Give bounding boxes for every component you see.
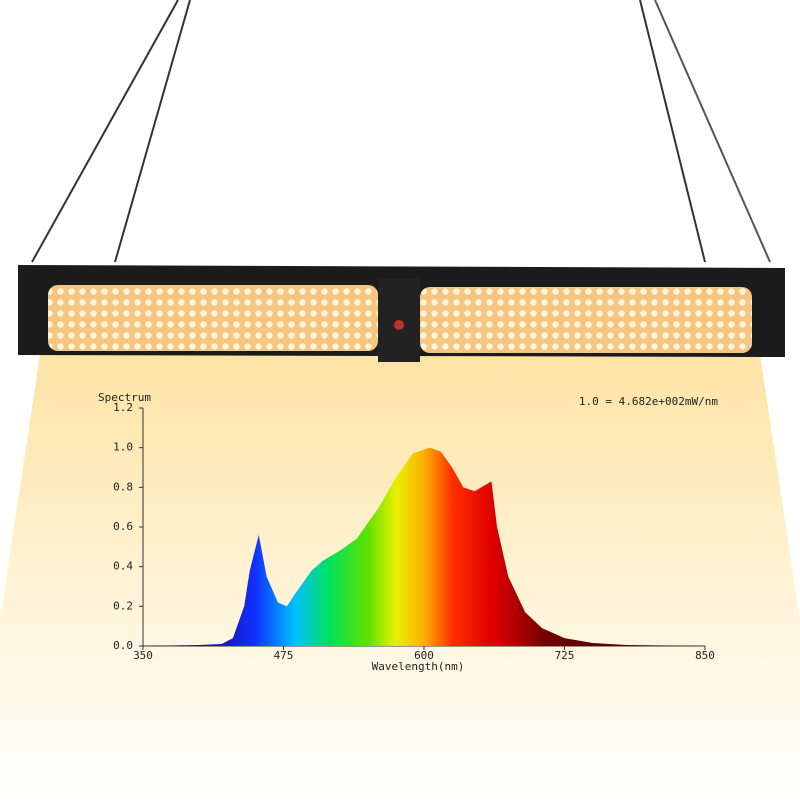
- spectrum-area: [143, 447, 705, 646]
- x-tick-label: 350: [133, 649, 153, 662]
- y-tick-label: 1.2: [113, 401, 133, 414]
- x-tick-label: 850: [695, 649, 715, 662]
- y-tick-label: 0.6: [113, 520, 133, 533]
- x-tick-label: 600: [414, 649, 434, 662]
- y-axis-title: Spectrum: [98, 391, 151, 404]
- x-tick-label: 475: [274, 649, 294, 662]
- annotation: 1.0 = 4.682e+002mW/nm: [579, 395, 718, 408]
- y-tick-label: 0.0: [113, 639, 133, 652]
- y-tick-label: 0.2: [113, 599, 133, 612]
- grow-light: [18, 0, 785, 362]
- y-tick-label: 0.4: [113, 560, 133, 573]
- x-tick-label: 725: [555, 649, 575, 662]
- x-axis-title: Wavelength(nm): [372, 660, 465, 673]
- y-tick-label: 1.0: [113, 441, 133, 454]
- y-tick-label: 0.8: [113, 480, 133, 493]
